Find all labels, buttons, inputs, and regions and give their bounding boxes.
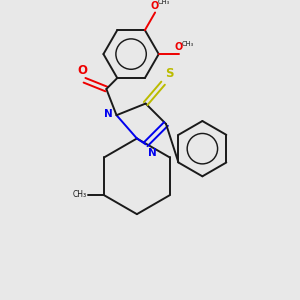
Text: S: S — [165, 67, 174, 80]
Text: O: O — [151, 1, 159, 11]
Text: N: N — [148, 148, 157, 158]
Text: CH₃: CH₃ — [73, 190, 87, 199]
Text: N: N — [104, 109, 112, 119]
Text: CH₃: CH₃ — [158, 0, 169, 5]
Text: O: O — [175, 42, 183, 52]
Text: O: O — [77, 64, 87, 77]
Text: CH₃: CH₃ — [182, 41, 194, 47]
